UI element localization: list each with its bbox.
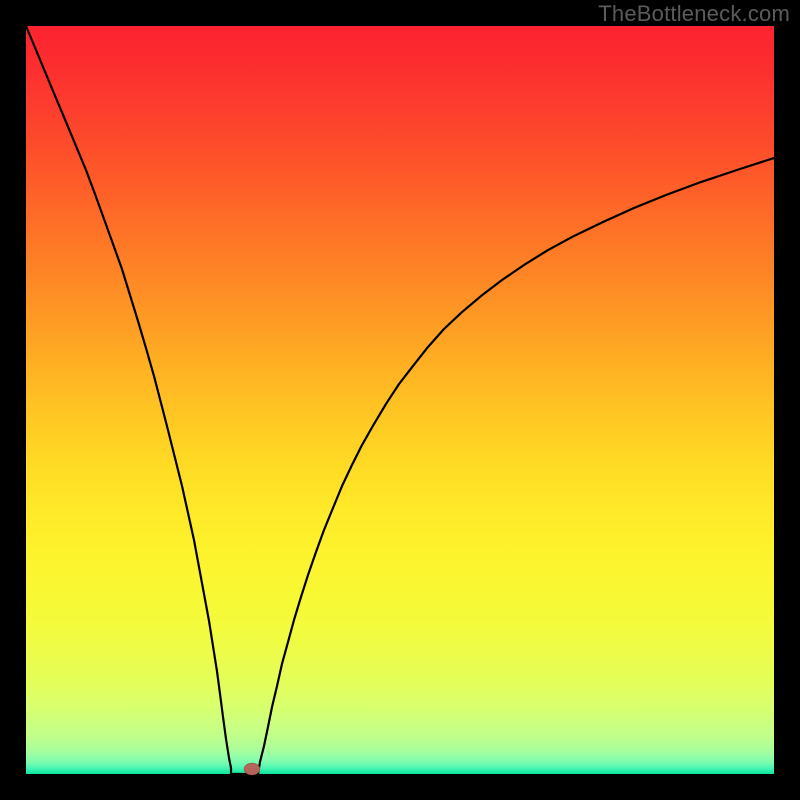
chart-container: TheBottleneck.com [0, 0, 800, 800]
chart-background [26, 26, 774, 774]
plot-area [0, 0, 800, 800]
optimal-point-marker [244, 763, 260, 775]
chart-svg [0, 0, 800, 800]
